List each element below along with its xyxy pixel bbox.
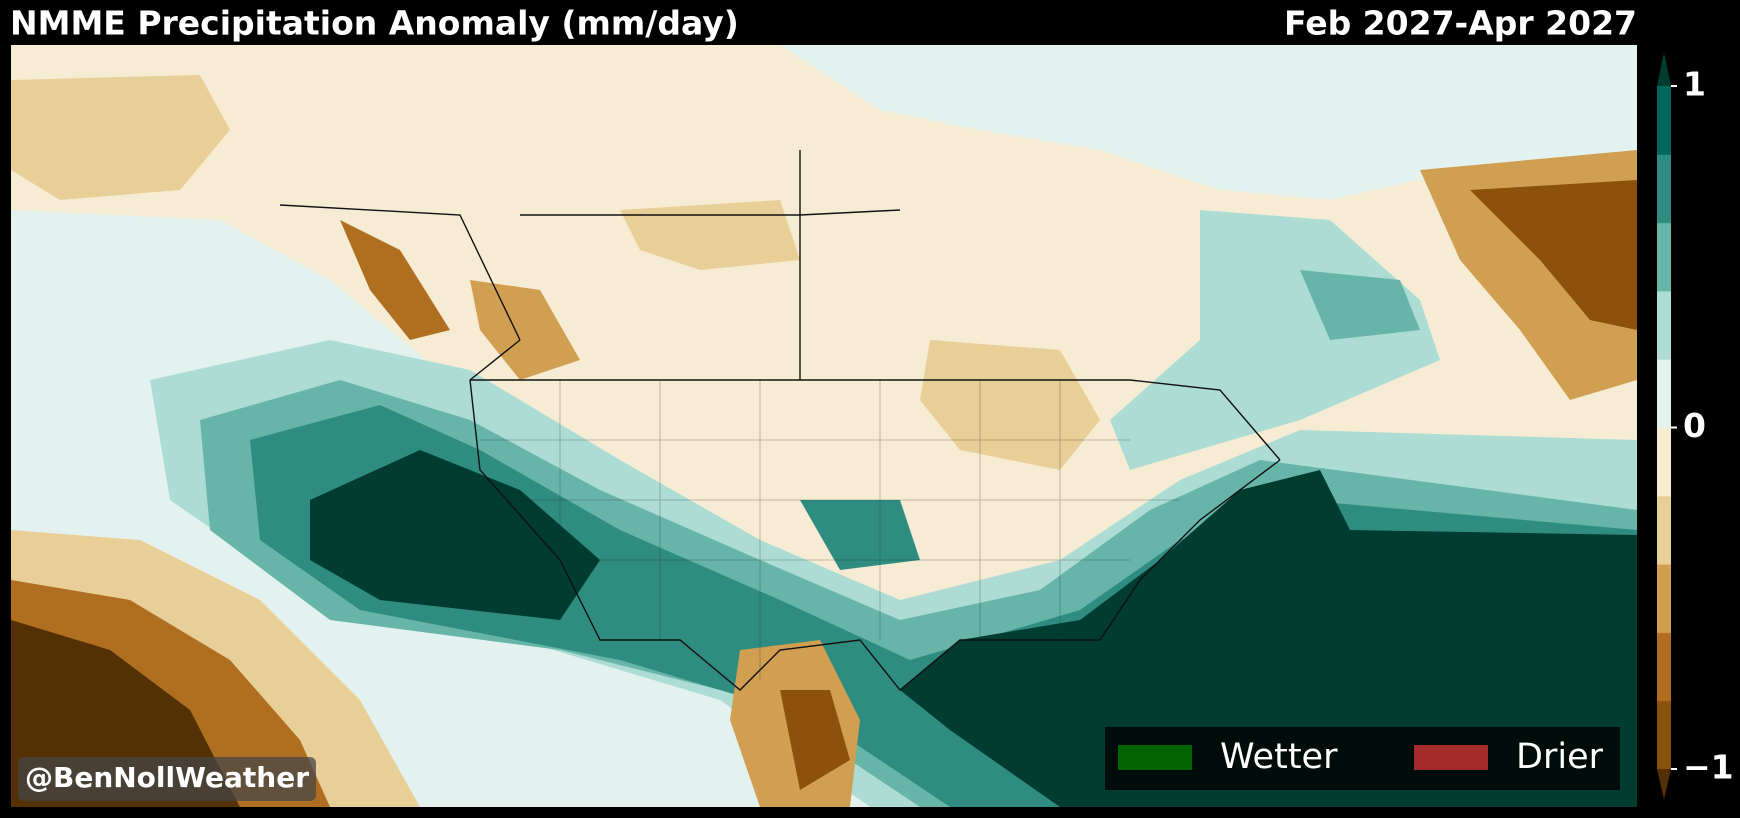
anomaly-patch bbox=[11, 75, 230, 200]
watermark: @BenNollWeather bbox=[25, 761, 309, 794]
colorbar-over bbox=[1657, 52, 1671, 86]
anomaly-patch bbox=[1300, 270, 1420, 340]
colorbar-tick-label: 0 bbox=[1683, 406, 1706, 445]
colorbar-bin bbox=[1657, 632, 1671, 702]
legend: Wetter Drier bbox=[1118, 737, 1604, 777]
colorbar-bin bbox=[1657, 359, 1671, 428]
colorbar-bin bbox=[1657, 564, 1671, 633]
colorbar-bin bbox=[1657, 290, 1671, 360]
watermark-box bbox=[18, 757, 316, 801]
legend-swatch bbox=[1414, 745, 1488, 770]
legend-label: Wetter bbox=[1220, 737, 1338, 777]
colorbar-bin bbox=[1657, 86, 1671, 155]
colorbar-under bbox=[1657, 769, 1671, 800]
anomaly-patch bbox=[1470, 180, 1637, 330]
anomaly-patch bbox=[780, 45, 1637, 200]
title: NMME Precipitation Anomaly (mm/day) bbox=[10, 4, 739, 43]
anomaly-patch bbox=[310, 450, 600, 620]
anomaly-patch bbox=[470, 280, 580, 380]
anomaly-patch bbox=[900, 470, 1637, 807]
map bbox=[11, 45, 1637, 807]
anomaly-patch bbox=[620, 200, 800, 270]
colorbar-bin bbox=[1657, 495, 1671, 565]
period: Feb 2027-Apr 2027 bbox=[1284, 4, 1637, 43]
colorbar-tick-label: 1 bbox=[1683, 65, 1706, 104]
anomaly-patch bbox=[1110, 210, 1440, 470]
anomaly-patch bbox=[780, 690, 850, 790]
legend-label: Drier bbox=[1516, 737, 1604, 777]
anomaly-patch bbox=[920, 340, 1100, 470]
anomaly-patch bbox=[800, 500, 920, 570]
colorbar: 1 0 −1 bbox=[1657, 52, 1734, 800]
colorbar-bin bbox=[1657, 222, 1671, 292]
state-lines bbox=[480, 380, 1180, 680]
legend-swatch bbox=[1118, 745, 1192, 770]
colorbar-bin bbox=[1657, 700, 1671, 770]
colorbar-bin bbox=[1657, 154, 1671, 224]
border bbox=[279, 150, 1281, 461]
colorbar-tick-label: −1 bbox=[1683, 748, 1734, 787]
anomaly-patch bbox=[340, 220, 450, 340]
colorbar-bin bbox=[1657, 427, 1671, 497]
